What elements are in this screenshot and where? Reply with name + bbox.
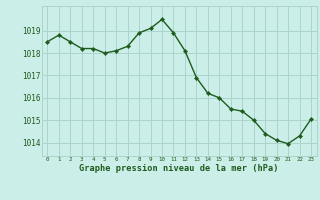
X-axis label: Graphe pression niveau de la mer (hPa): Graphe pression niveau de la mer (hPa) xyxy=(79,164,279,173)
